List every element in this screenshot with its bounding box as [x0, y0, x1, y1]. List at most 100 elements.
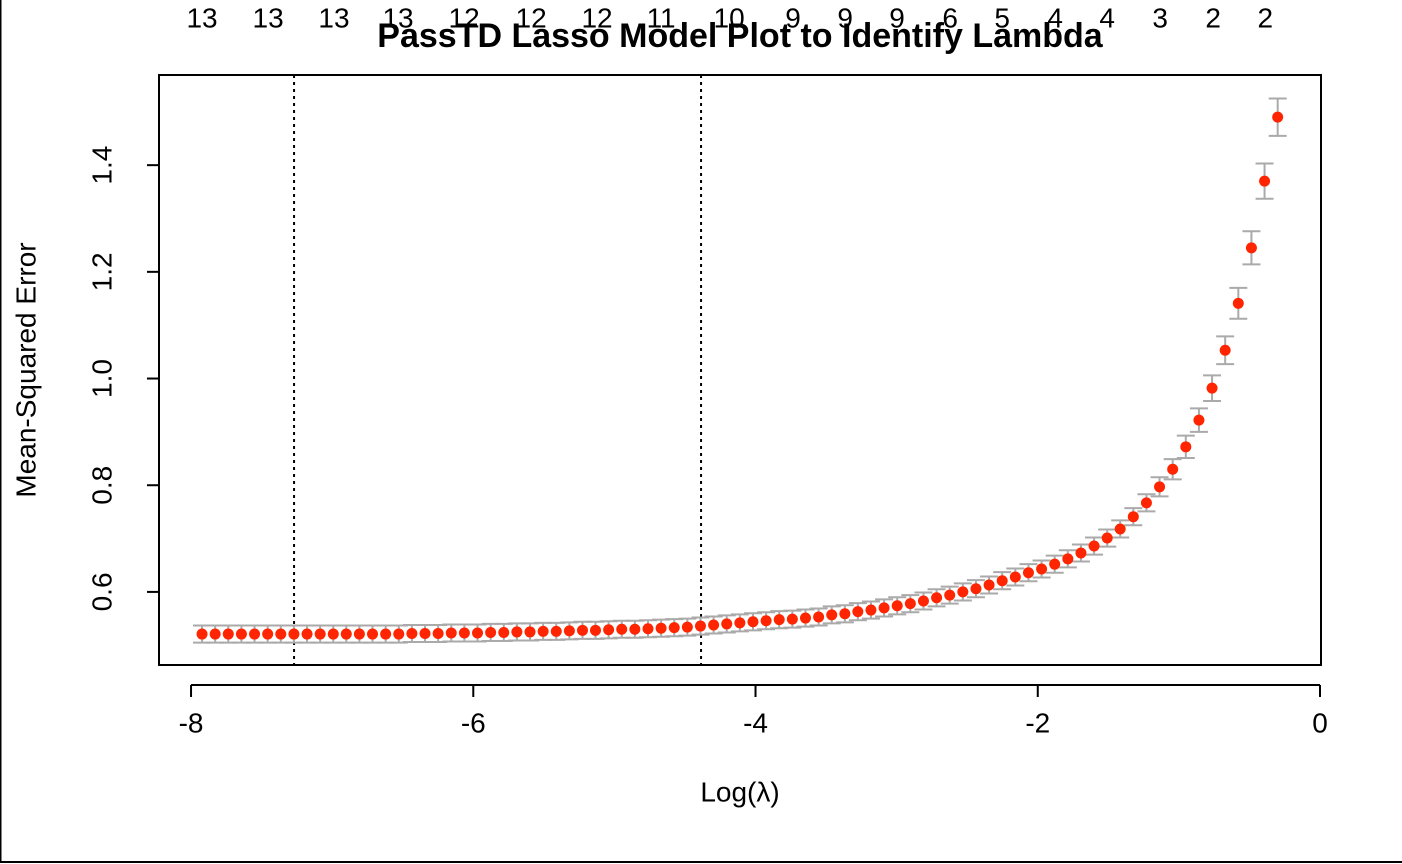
point — [196, 628, 208, 640]
point — [432, 628, 444, 640]
point — [668, 622, 680, 634]
top-axis-label: 13 — [186, 2, 217, 33]
point — [655, 622, 667, 634]
point — [642, 623, 654, 635]
point — [419, 628, 431, 640]
point — [603, 624, 615, 636]
point — [1036, 563, 1048, 575]
point — [485, 626, 497, 638]
top-axis-label: 6 — [942, 2, 958, 33]
point — [472, 627, 484, 639]
chart-title: PassTD Lasso Model Plot to Identify Lamb… — [377, 17, 1104, 55]
point — [1101, 532, 1113, 544]
point — [288, 628, 300, 640]
point — [917, 595, 929, 607]
point — [498, 626, 510, 638]
point — [1154, 481, 1166, 493]
point — [983, 579, 995, 591]
point — [1075, 547, 1087, 559]
top-axis-label: 9 — [889, 2, 905, 33]
point — [577, 624, 589, 636]
top-axis-label: 10 — [714, 2, 745, 33]
point — [301, 628, 313, 640]
point — [340, 628, 352, 640]
point — [353, 628, 365, 640]
point — [944, 589, 956, 601]
x-tick-label: -6 — [461, 707, 486, 738]
point — [760, 615, 772, 627]
point — [694, 620, 706, 632]
point — [537, 625, 549, 637]
point — [681, 621, 693, 633]
point — [1009, 571, 1021, 583]
point — [563, 625, 575, 637]
point — [511, 626, 523, 638]
point — [826, 609, 838, 621]
top-axis-label: 11 — [647, 2, 676, 33]
y-tick-label: 1.4 — [86, 146, 117, 185]
point — [1245, 242, 1257, 254]
point — [275, 628, 287, 640]
point — [1272, 111, 1284, 123]
top-axis-label: 2 — [1205, 2, 1221, 33]
point — [262, 628, 274, 640]
top-axis-label: 2 — [1257, 2, 1273, 33]
point — [524, 626, 536, 638]
point — [734, 617, 746, 629]
point — [708, 619, 720, 631]
point — [314, 628, 326, 640]
point — [393, 628, 405, 640]
x-axis-label: Log(λ) — [700, 776, 779, 807]
point — [209, 628, 221, 640]
top-axis-label: 13 — [318, 2, 349, 33]
point — [891, 600, 903, 612]
point — [327, 628, 339, 640]
point — [931, 592, 943, 604]
x-tick-label: -8 — [179, 707, 204, 738]
y-tick-label: 0.6 — [86, 572, 117, 611]
top-axis-label: 5 — [994, 2, 1010, 33]
point — [1088, 540, 1100, 552]
x-tick-label: 0 — [1312, 707, 1328, 738]
point — [852, 606, 864, 618]
y-tick-label: 1.0 — [86, 359, 117, 398]
top-axis-label: 4 — [1047, 2, 1063, 33]
top-axis-label: 13 — [253, 2, 284, 33]
point — [629, 623, 641, 635]
point — [1140, 497, 1152, 509]
point — [721, 618, 733, 630]
point — [1206, 382, 1218, 394]
top-axis-label: 9 — [837, 2, 853, 33]
point — [1259, 175, 1271, 187]
point — [367, 628, 379, 640]
point — [957, 586, 969, 598]
point — [1232, 297, 1244, 309]
point — [589, 624, 601, 636]
point — [1193, 414, 1205, 426]
point — [799, 612, 811, 624]
point — [222, 628, 234, 640]
point — [773, 614, 785, 626]
point — [1062, 553, 1074, 565]
point — [865, 604, 877, 616]
point — [458, 627, 470, 639]
x-tick-label: -4 — [743, 707, 768, 738]
point — [1022, 567, 1034, 579]
point — [839, 608, 851, 620]
point — [235, 628, 247, 640]
x-tick-label: -2 — [1025, 707, 1050, 738]
point — [1114, 523, 1126, 535]
point — [445, 627, 457, 639]
point — [550, 625, 562, 637]
point — [786, 613, 798, 625]
point — [878, 602, 890, 614]
point — [747, 616, 759, 628]
point — [406, 628, 418, 640]
top-axis-label: 4 — [1099, 2, 1115, 33]
plot-area — [158, 74, 1322, 666]
point — [1219, 344, 1231, 356]
point — [1167, 463, 1179, 475]
point — [970, 583, 982, 595]
